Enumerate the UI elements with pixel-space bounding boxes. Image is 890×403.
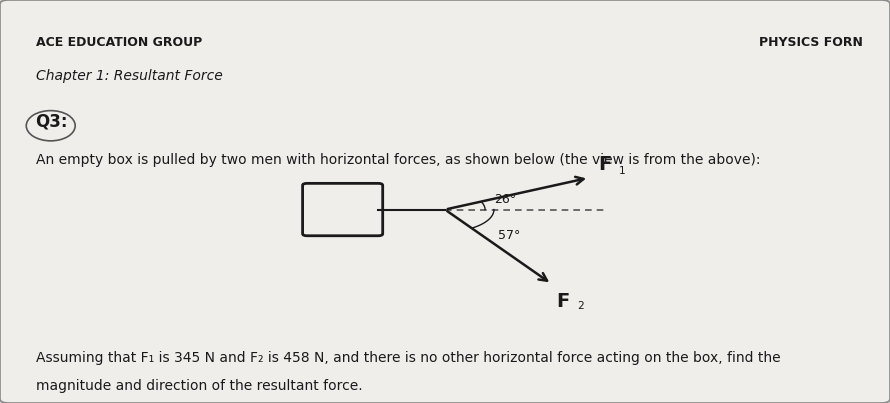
Text: $_2$: $_2$ xyxy=(577,297,585,312)
Text: An empty box is pulled by two men with horizontal forces, as shown below (the vi: An empty box is pulled by two men with h… xyxy=(36,153,760,167)
Text: 26°: 26° xyxy=(494,193,516,206)
Text: $_1$: $_1$ xyxy=(619,162,627,177)
Text: Chapter 1: Resultant Force: Chapter 1: Resultant Force xyxy=(36,69,222,83)
Text: Assuming that F₁ is 345 N and F₂ is 458 N, and there is no other horizontal forc: Assuming that F₁ is 345 N and F₂ is 458 … xyxy=(36,351,781,365)
Text: 57°: 57° xyxy=(498,229,521,242)
Text: PHYSICS FORN: PHYSICS FORN xyxy=(759,36,863,49)
Text: ACE EDUCATION GROUP: ACE EDUCATION GROUP xyxy=(36,36,202,49)
Text: Q3:: Q3: xyxy=(36,113,69,131)
Text: $\mathbf{F}$: $\mathbf{F}$ xyxy=(556,292,570,311)
Text: $\mathbf{F}$: $\mathbf{F}$ xyxy=(598,155,611,174)
Text: magnitude and direction of the resultant force.: magnitude and direction of the resultant… xyxy=(36,379,362,393)
